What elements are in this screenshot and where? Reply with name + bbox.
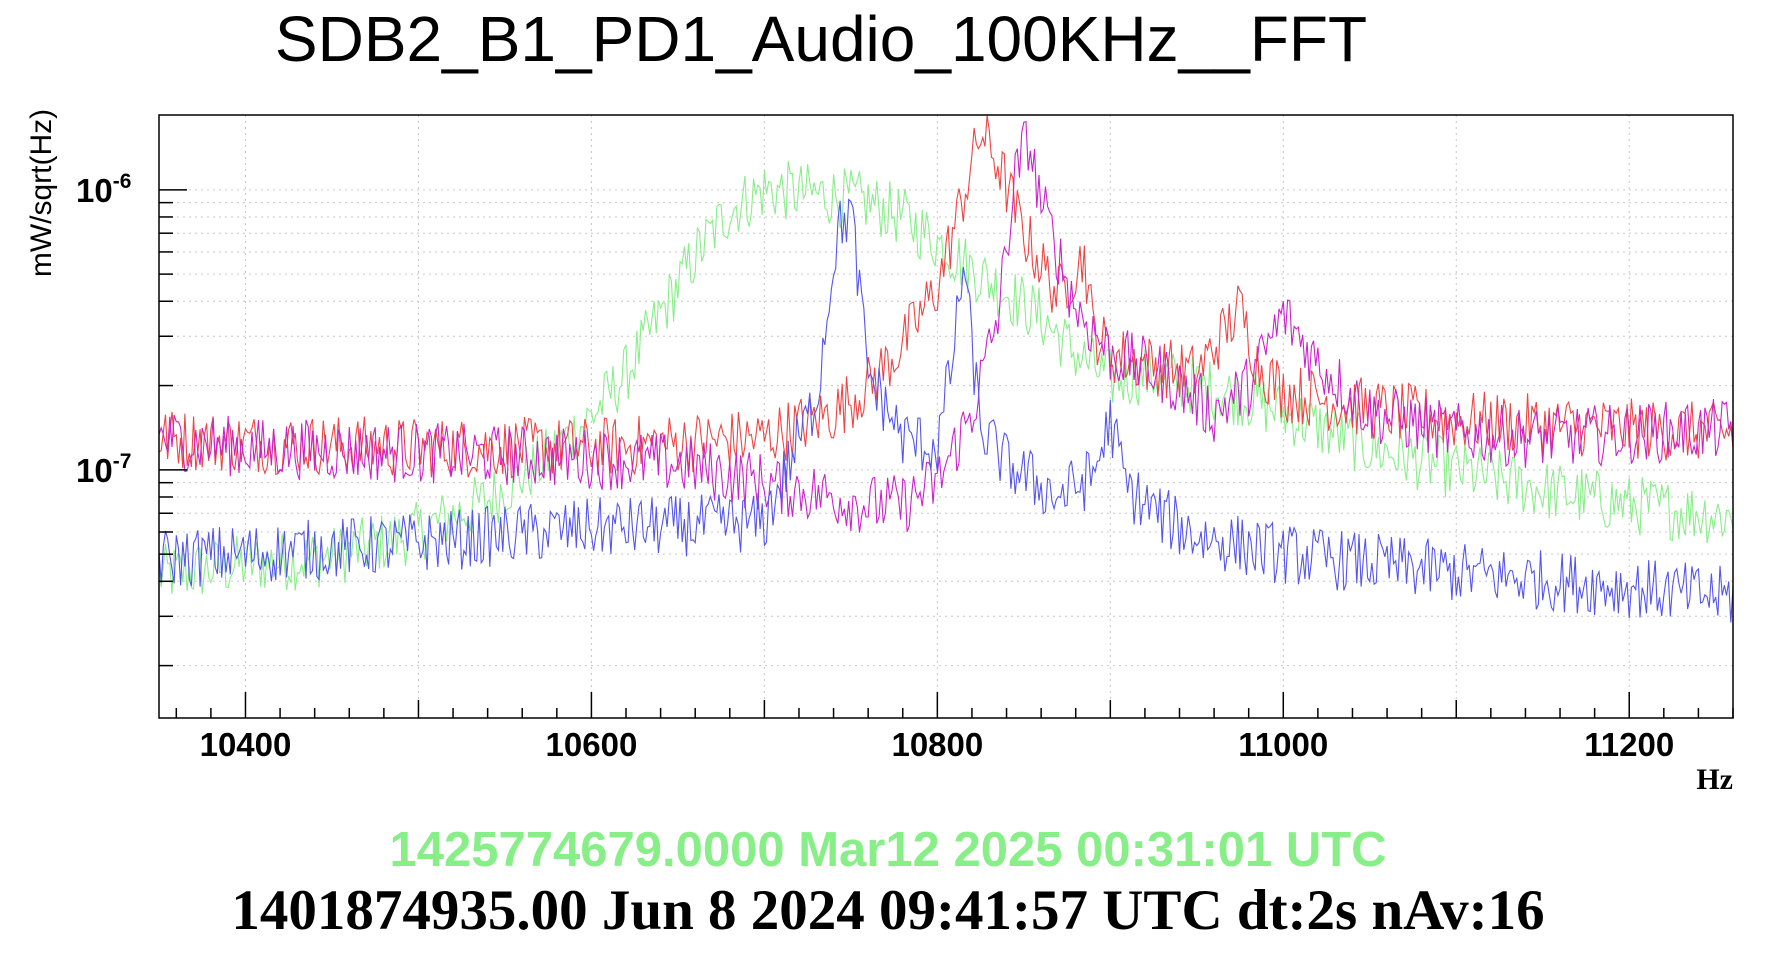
x-tick-label: 10800	[891, 726, 983, 763]
plot-frame	[158, 114, 1734, 719]
chart-title: SDB2_B1_PD1_Audio_100KHz__FFT	[275, 3, 1367, 75]
series-line-3	[158, 120, 1734, 533]
x-tick-label: 10600	[546, 726, 638, 763]
x-tick-label: 10400	[200, 726, 292, 763]
series-line-2	[158, 115, 1734, 479]
axis-layer: 10400 10600 10800 11000 11200 10-7 10-6	[76, 114, 1734, 763]
y-tick-label: 10-7	[76, 450, 131, 489]
series-line-1	[158, 161, 1734, 594]
x-axis-unit: Hz	[1696, 763, 1733, 796]
series-layer	[158, 115, 1734, 623]
y-tick-label: 10-6	[76, 170, 131, 209]
x-tick-label: 11000	[1238, 726, 1328, 763]
y-axis-label: mW/sqrt(Hz)	[25, 109, 58, 277]
grid-layer	[159, 115, 1733, 718]
timestamp-reference: 1401874935.00 Jun 8 2024 09:41:57 UTC dt…	[231, 879, 1544, 942]
series-line-4	[158, 198, 1734, 623]
timestamp-current: 1425774679.0000 Mar12 2025 00:31:01 UTC	[389, 823, 1386, 877]
x-tick-label: 11200	[1584, 726, 1674, 763]
